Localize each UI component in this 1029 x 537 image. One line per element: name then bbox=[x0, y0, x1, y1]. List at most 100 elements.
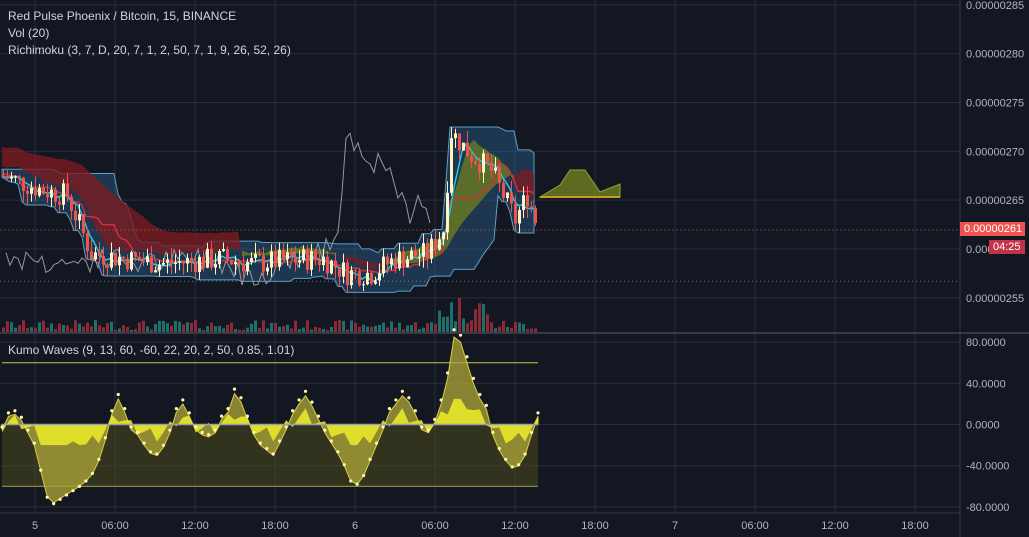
kumo-segment bbox=[102, 184, 106, 246]
price-tick-label: 0.00000255 bbox=[966, 293, 1024, 305]
candle-body bbox=[270, 251, 273, 268]
wave-dot bbox=[136, 430, 140, 434]
ichimoku-legend[interactable]: Richimoku (3, 7, D, 20, 7, 1, 2, 50, 7, … bbox=[8, 43, 291, 57]
wave-dot bbox=[484, 403, 488, 407]
volume-bar bbox=[294, 320, 297, 332]
conversion-line bbox=[1, 142, 535, 283]
volume-bar bbox=[206, 326, 209, 332]
kumo-segment bbox=[146, 219, 150, 252]
candle-body bbox=[494, 167, 497, 171]
wave-dot bbox=[52, 502, 56, 506]
volume-bar bbox=[158, 320, 161, 332]
kumo-segment bbox=[114, 194, 118, 250]
volume-bar bbox=[466, 323, 469, 332]
wave-dot bbox=[529, 430, 534, 434]
candle-body bbox=[206, 248, 209, 268]
wave-dot bbox=[77, 484, 82, 488]
kumo-waves-legend[interactable]: Kumo Waves (9, 13, 60, -60, 22, 20, 2, 5… bbox=[8, 343, 295, 357]
candle-body bbox=[390, 258, 393, 265]
kumo-segment bbox=[190, 232, 194, 254]
candle-body bbox=[518, 210, 521, 224]
volume-bar bbox=[178, 321, 181, 332]
wave-dot bbox=[58, 497, 62, 501]
volume-bar bbox=[290, 328, 293, 332]
volume-bar bbox=[102, 327, 105, 332]
candle-body bbox=[134, 252, 137, 257]
wave-dot bbox=[200, 430, 204, 434]
oscillator-tick-label: -80.0000 bbox=[966, 502, 1009, 514]
kumo-segment bbox=[18, 147, 22, 170]
volume-bar bbox=[6, 321, 9, 332]
kumo-segment bbox=[186, 232, 190, 252]
volume-bar bbox=[454, 321, 457, 332]
kumo-segment bbox=[6, 147, 10, 168]
volume-bar bbox=[354, 322, 357, 332]
volume-legend[interactable]: Vol (20) bbox=[8, 26, 50, 40]
wave-dot bbox=[45, 495, 49, 499]
wave-dot bbox=[394, 398, 398, 402]
kumo-segment bbox=[242, 250, 246, 256]
wave-dot bbox=[517, 463, 521, 467]
volume-bar bbox=[70, 328, 73, 332]
candle-body bbox=[342, 262, 345, 277]
volume-bar bbox=[302, 327, 305, 332]
wave-dot bbox=[232, 387, 237, 391]
candle-body bbox=[398, 251, 401, 269]
volume-bar bbox=[286, 324, 289, 332]
kumo-segment bbox=[98, 180, 102, 238]
volume-bar bbox=[522, 324, 525, 332]
wave-dot bbox=[291, 409, 295, 413]
candle-body bbox=[450, 138, 453, 193]
candle-body bbox=[406, 259, 409, 268]
x-tick-label: 06:00 bbox=[741, 520, 769, 532]
volume-bar bbox=[326, 329, 329, 332]
x-tick-label: 18:00 bbox=[581, 520, 609, 532]
wave-dot bbox=[465, 355, 469, 359]
kumo-segment bbox=[362, 259, 366, 267]
candle-body bbox=[374, 280, 377, 284]
oscillator-tick-label: 80.0000 bbox=[966, 337, 1006, 349]
volume-bar bbox=[382, 322, 385, 332]
candle-body bbox=[250, 257, 253, 263]
kumo-segment bbox=[82, 165, 86, 206]
wave-dot bbox=[329, 439, 333, 443]
volume-bar bbox=[202, 329, 205, 332]
candle-body bbox=[382, 256, 385, 274]
wave-dot bbox=[6, 411, 11, 415]
volume-bar bbox=[222, 328, 225, 332]
volume-bar bbox=[214, 326, 217, 332]
wave-dot bbox=[362, 473, 366, 478]
candle-body bbox=[258, 253, 261, 256]
candle-body bbox=[74, 210, 77, 221]
wave-dot bbox=[303, 389, 308, 393]
volume-bar bbox=[246, 327, 249, 332]
kumo-segment bbox=[86, 168, 90, 217]
volume-bar bbox=[494, 328, 497, 332]
wave-dot bbox=[504, 457, 508, 461]
candle-body bbox=[102, 256, 105, 265]
volume-bar bbox=[126, 327, 129, 332]
volume-bar bbox=[94, 320, 97, 332]
wave-dot bbox=[323, 428, 327, 432]
candle-body bbox=[362, 284, 365, 286]
volume-bar bbox=[278, 326, 281, 332]
wave-dot bbox=[226, 406, 230, 411]
kumo-segment bbox=[62, 158, 66, 186]
volume-bar bbox=[350, 320, 353, 332]
volume-bar bbox=[62, 325, 65, 332]
x-tick-label: 18:00 bbox=[901, 520, 929, 532]
volume-bar bbox=[318, 327, 321, 332]
wave-dot bbox=[26, 428, 30, 432]
candle-body bbox=[190, 257, 193, 262]
candle-body bbox=[174, 262, 177, 265]
symbol-title[interactable]: Red Pulse Phoenix / Bitcoin, 15, BINANCE bbox=[8, 9, 237, 23]
candle-body bbox=[470, 156, 473, 162]
last-price-tag: 0.00000261 bbox=[960, 222, 1025, 236]
volume-bar bbox=[418, 329, 421, 332]
candle-body bbox=[366, 272, 369, 285]
wave-dot bbox=[381, 425, 385, 429]
candle-body bbox=[86, 233, 89, 252]
candle-body bbox=[454, 133, 457, 139]
candle-body bbox=[98, 252, 101, 257]
